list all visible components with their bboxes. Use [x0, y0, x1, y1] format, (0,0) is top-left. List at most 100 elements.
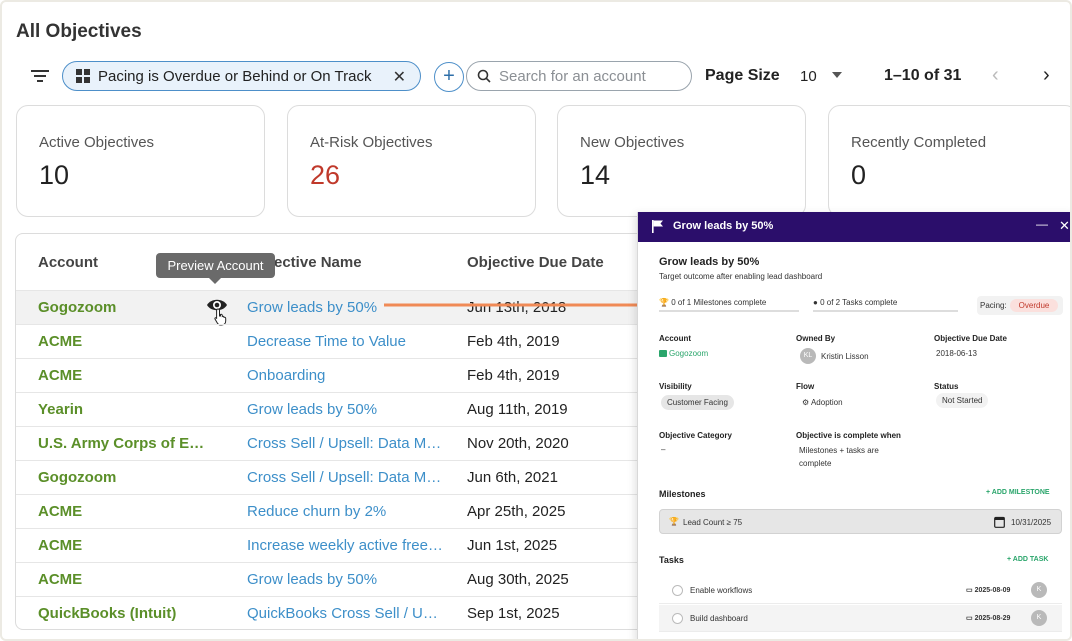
task-checkbox[interactable] — [672, 613, 683, 624]
tasks-heading: Tasks — [659, 555, 684, 565]
minimize-icon[interactable]: — — [1036, 217, 1048, 231]
card-value: 26 — [310, 160, 341, 190]
status-badge[interactable]: Not Started — [936, 393, 989, 408]
task-row[interactable]: Build dashboard ▭ 2025-08-29 K — [659, 605, 1062, 632]
objective-link[interactable]: Grow leads by 50% — [247, 401, 378, 418]
card-value: 10 — [39, 160, 70, 190]
pagination-range: 1–10 of 31 — [884, 67, 962, 84]
table-row[interactable]: ACME Onboarding Feb 4th, 2019 — [16, 358, 654, 392]
account-link[interactable]: ACME — [38, 571, 83, 588]
column-header-due-date[interactable]: Objective Due Date — [467, 254, 604, 271]
column-header-objective-name[interactable]: ective Name — [274, 254, 362, 271]
filter-icon[interactable] — [30, 66, 50, 86]
search-input[interactable] — [499, 67, 679, 85]
card-label: At-Risk Objectives — [310, 134, 433, 151]
panel-header-title: Grow leads by 50% — [673, 220, 774, 232]
milestone-row[interactable]: 🏆 Lead Count ≥ 75 10/31/2025 — [659, 509, 1062, 534]
chevron-left-icon[interactable]: ‹ — [992, 64, 999, 86]
due-date: Jun 13th, 2018 — [467, 299, 567, 316]
trophy-icon: 🏆 — [669, 517, 679, 526]
milestones-progress: 🏆 0 of 1 Milestones complete — [659, 298, 767, 307]
visibility-pill[interactable]: Customer Facing — [661, 395, 734, 410]
status-label: Status — [934, 382, 959, 391]
account-link[interactable]: Gogozoom — [38, 299, 117, 316]
account-link[interactable]: U.S. Army Corps of Engineers — [38, 435, 208, 452]
complete-when-label: Objective is complete when — [796, 431, 901, 440]
objective-link[interactable]: Increase weekly active free users — [247, 537, 443, 554]
chevron-down-icon[interactable] — [832, 72, 842, 78]
page-size-select[interactable]: 10 — [800, 68, 817, 85]
task-date: ▭ 2025-08-29 — [966, 615, 1011, 622]
chevron-right-icon[interactable]: › — [1043, 64, 1050, 86]
objective-link[interactable]: Decrease Time to Value — [247, 333, 406, 350]
objective-title: Grow leads by 50% — [659, 256, 760, 268]
account-link[interactable]: ACME — [38, 367, 83, 384]
category-value: – — [661, 445, 666, 454]
card-label: Active Objectives — [39, 134, 155, 151]
briefcase-icon — [659, 350, 667, 357]
card-at-risk-objectives[interactable]: At-Risk Objectives 26 — [287, 105, 536, 217]
account-link[interactable]: Yearin — [38, 401, 84, 418]
account-link[interactable]: ACME — [38, 537, 83, 554]
due-date: Sep 1st, 2025 — [467, 605, 560, 622]
panel-account-link[interactable]: Gogozoom — [659, 349, 708, 358]
milestone-date: 10/31/2025 — [1011, 518, 1052, 527]
hand-cursor-icon — [214, 308, 227, 326]
objective-link[interactable]: Grow leads by 50% — [247, 571, 378, 588]
objective-link[interactable]: Cross Sell / Upsell: Data Management — [247, 469, 443, 486]
avatar: K — [1031, 610, 1047, 626]
close-icon[interactable]: ✕ — [392, 69, 406, 86]
column-header-account[interactable]: Account — [38, 254, 98, 271]
check-circle-icon: ● — [813, 298, 818, 307]
objectives-table: Account ective Name Objective Due Date G… — [15, 233, 655, 630]
close-icon[interactable]: ✕ — [1059, 218, 1070, 233]
add-task-button[interactable]: + ADD TASK — [1007, 556, 1049, 563]
search-box[interactable] — [466, 61, 692, 91]
table-row[interactable]: Gogozoom Cross Sell / Upsell: Data Manag… — [16, 460, 654, 494]
objective-preview-panel: Grow leads by 50% — ✕ Grow leads by 50% … — [637, 212, 1070, 639]
milestones-progress-bar — [659, 310, 799, 312]
table-row[interactable]: QuickBooks (Intuit) QuickBooks Cross Sel… — [16, 596, 654, 629]
due-date-value: 2018-06-13 — [936, 349, 977, 358]
task-checkbox[interactable] — [672, 585, 683, 596]
eye-icon[interactable] — [206, 297, 228, 313]
account-link[interactable]: Gogozoom — [38, 469, 117, 486]
account-label: Account — [659, 334, 691, 343]
due-date: Feb 4th, 2019 — [467, 367, 560, 384]
objective-link[interactable]: Onboarding — [247, 367, 326, 384]
complete-when-value-line2: complete — [799, 459, 832, 468]
task-name: Build dashboard — [690, 614, 748, 623]
pacing-status: Overdue — [1010, 299, 1058, 312]
table-row[interactable]: ACME Decrease Time to Value Feb 4th, 201… — [16, 324, 654, 358]
task-date: ▭ 2025-08-09 — [966, 587, 1011, 594]
objective-link[interactable]: Cross Sell / Upsell: Data Management — [247, 435, 443, 452]
calendar-icon[interactable] — [994, 516, 1005, 528]
card-new-objectives[interactable]: New Objectives 14 — [557, 105, 806, 217]
add-filter-button[interactable]: + — [434, 62, 464, 92]
account-link[interactable]: ACME — [38, 333, 83, 350]
table-row[interactable]: U.S. Army Corps of Engineers Cross Sell … — [16, 426, 654, 460]
search-icon — [477, 69, 491, 83]
filter-chip[interactable]: Pacing is Overdue or Behind or On Track … — [62, 61, 421, 91]
objective-link[interactable]: QuickBooks Cross Sell / Upsell — [247, 605, 443, 622]
account-link[interactable]: QuickBooks (Intuit) — [38, 605, 177, 622]
add-milestone-button[interactable]: + ADD MILESTONE — [986, 489, 1050, 496]
table-row[interactable]: ACME Reduce churn by 2% Apr 25th, 2025 — [16, 494, 654, 528]
card-active-objectives[interactable]: Active Objectives 10 — [16, 105, 265, 217]
table-row[interactable]: ACME Grow leads by 50% Aug 30th, 2025 — [16, 562, 654, 596]
objective-link[interactable]: Reduce churn by 2% — [247, 503, 387, 520]
account-link[interactable]: ACME — [38, 503, 83, 520]
task-name: Enable workflows — [690, 586, 753, 595]
table-row[interactable]: Gogozoom Grow leads by 50% Jun 13th, 201… — [16, 290, 654, 326]
card-recently-completed[interactable]: Recently Completed 0 — [828, 105, 1070, 217]
avatar: K — [1031, 582, 1047, 598]
card-value: 14 — [580, 160, 611, 190]
complete-when-value-line1: Milestones + tasks are — [799, 446, 879, 455]
gear-icon: ⚙ — [802, 398, 810, 407]
table-row[interactable]: ACME Increase weekly active free users J… — [16, 528, 654, 562]
category-label: Objective Category — [659, 431, 732, 440]
owned-by-label: Owned By — [796, 334, 836, 343]
table-row[interactable]: Yearin Grow leads by 50% Aug 11th, 2019 — [16, 392, 654, 426]
task-row[interactable]: Enable workflows ▭ 2025-08-09 K — [659, 577, 1062, 604]
